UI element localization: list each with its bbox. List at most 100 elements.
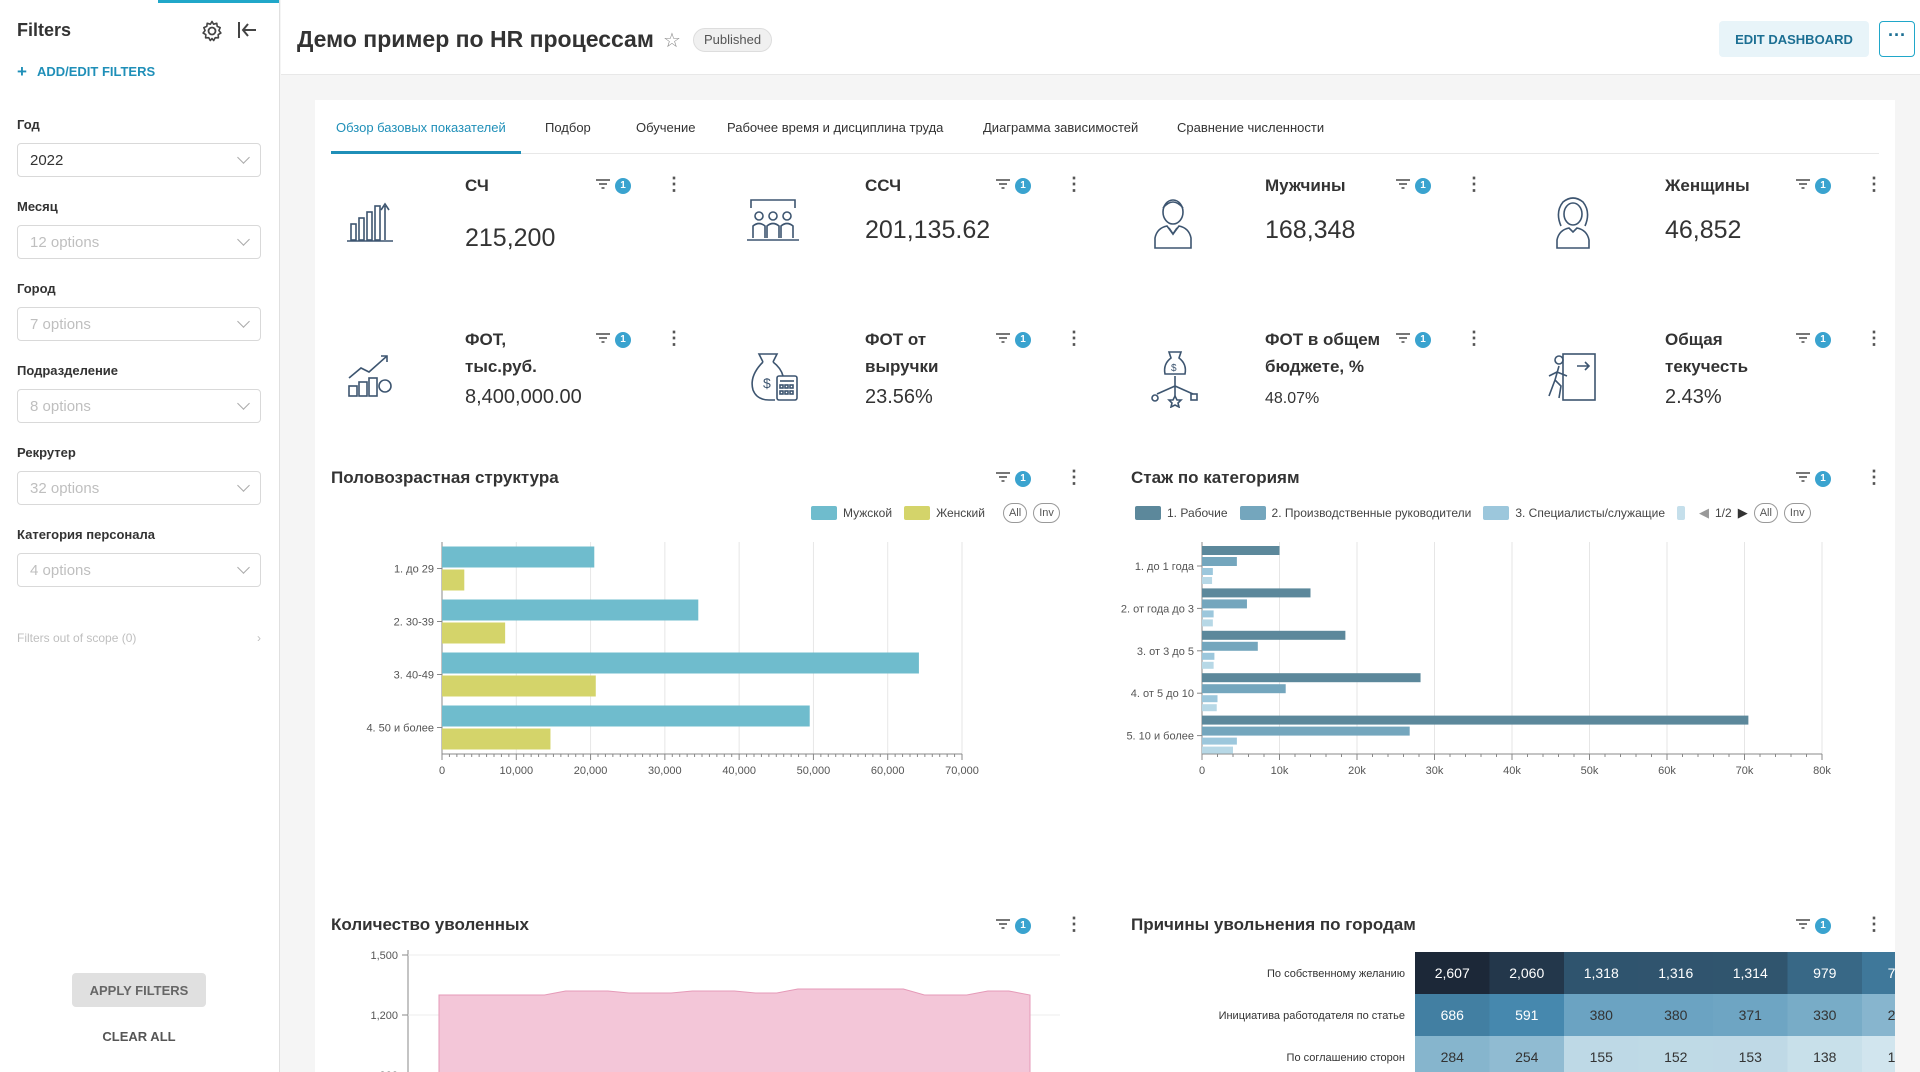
legend-item-workers[interactable]: 1. Рабочие	[1135, 506, 1228, 520]
dismissed-chart-menu-icon[interactable]: ⋮	[1065, 914, 1083, 934]
clear-all-button[interactable]: CLEAR ALL	[72, 1024, 206, 1048]
dashboard-header: Демо пример по HR процессам ☆ Published …	[281, 0, 1920, 75]
bar-2	[1202, 684, 1286, 694]
legend-item-specialists[interactable]: 3. Специалисты/служащие	[1483, 506, 1665, 520]
kpi-filter-indicator[interactable]: 1	[1795, 329, 1843, 351]
bar-3	[1202, 695, 1218, 703]
kpi-card-avg-headcount: ССЧ 201,135.62	[731, 172, 1131, 322]
legend-prev-icon[interactable]: ◀	[1699, 505, 1709, 520]
heatmap-cell-label: 371	[1739, 1007, 1763, 1023]
svg-text:$: $	[1171, 363, 1177, 374]
reasons-chart-menu-icon[interactable]: ⋮	[1865, 914, 1883, 934]
kpi-menu-icon[interactable]: ⋮	[1065, 174, 1083, 194]
legend-all-button[interactable]: All	[1753, 503, 1778, 523]
add-edit-filters-button[interactable]: + ADD/EDIT FILTERS	[17, 63, 155, 80]
dismissed-chart-filter-indicator[interactable]: 1	[995, 915, 1043, 937]
kpi-menu-icon[interactable]: ⋮	[1065, 328, 1083, 348]
filter-select-year[interactable]: 2022	[17, 143, 261, 177]
x-tick-label: 60,000	[871, 765, 905, 777]
kpi-menu-icon[interactable]: ⋮	[1465, 174, 1483, 194]
bar-1	[1202, 715, 1749, 725]
heatmap-cell	[1564, 952, 1639, 994]
x-tick-label: 20,000	[574, 765, 608, 777]
kpi-filter-indicator[interactable]: 1	[595, 175, 643, 197]
kpi-menu-icon[interactable]: ⋮	[1865, 174, 1883, 194]
filter-icon	[995, 177, 1011, 196]
age-chart-filter-indicator[interactable]: 1	[995, 468, 1043, 490]
star-icon[interactable]: ☆	[663, 30, 681, 52]
legend-invert-button[interactable]: Inv	[1033, 503, 1060, 523]
y-tick-label: 1. до 1 года	[1135, 561, 1195, 573]
heatmap-cell	[1787, 1036, 1862, 1072]
more-options-button[interactable]: ···	[1879, 21, 1915, 57]
tab-overview[interactable]: Обзор базовых показателей	[336, 120, 506, 135]
edit-dashboard-button[interactable]: EDIT DASHBOARD	[1719, 21, 1869, 57]
tab-dependency-diagram[interactable]: Диаграмма зависимостей	[983, 120, 1139, 135]
filter-count-badge: 1	[1015, 918, 1031, 934]
kpi-menu-icon[interactable]: ⋮	[665, 174, 683, 194]
kpi-filter-indicator[interactable]: 1	[595, 329, 643, 351]
kpi-menu-icon[interactable]: ⋮	[665, 328, 683, 348]
x-tick-label: 60k	[1658, 765, 1676, 777]
tab-recruitment[interactable]: Подбор	[545, 120, 591, 135]
heatmap-cell-label: 281	[1888, 1007, 1895, 1023]
legend-next-icon[interactable]: ▶	[1737, 505, 1748, 520]
tenure-chart-menu-icon[interactable]: ⋮	[1865, 467, 1883, 487]
y-tick-label: 3. от 3 до 5	[1137, 646, 1194, 658]
legend-item-managers[interactable]: 2. Производственные руководители	[1239, 506, 1472, 520]
collapse-sidebar-icon[interactable]	[236, 19, 258, 46]
filter-label-month: Месяц	[17, 199, 58, 214]
heatmap-cell-label: 155	[1590, 1049, 1614, 1065]
kpi-menu-icon[interactable]: ⋮	[1865, 328, 1883, 348]
chevron-right-icon: ›	[257, 631, 261, 645]
legend-invert-button[interactable]: Inv	[1783, 503, 1811, 523]
tab-bar: Обзор базовых показателей Подбор Обучени…	[331, 100, 1879, 154]
heatmap-cell-label: 2,607	[1435, 965, 1470, 981]
tab-training[interactable]: Обучение	[636, 120, 696, 135]
kpi-title: ФОТ, тыс.руб.	[465, 330, 537, 376]
reasons-chart-filter-indicator[interactable]: 1	[1795, 915, 1843, 937]
filter-icon	[1395, 177, 1411, 196]
filters-out-of-scope[interactable]: Filters out of scope (0) ›	[17, 631, 261, 645]
filter-label-recruiter: Рекрутер	[17, 445, 76, 460]
tenure-chart-filter-indicator[interactable]: 1	[1795, 468, 1843, 490]
filter-count-badge: 1	[1815, 471, 1831, 487]
x-tick-label: 30,000	[648, 765, 682, 777]
filter-select-recruiter[interactable]: 32 options	[17, 471, 261, 505]
kpi-card-women: Женщины 46,852	[1531, 172, 1920, 322]
tab-headcount-comparison[interactable]: Сравнение численности	[1177, 120, 1325, 135]
filter-select-department[interactable]: 8 options	[17, 389, 261, 423]
area-series	[438, 988, 1031, 1072]
filter-select-city[interactable]: 7 options	[17, 307, 261, 341]
reasons-heatmap: По собственному желанию 2,607 2,060 1,318 1,…	[1219, 952, 1895, 1072]
kpi-menu-icon[interactable]: ⋮	[1465, 328, 1483, 348]
heatmap-cell-label: 138	[1813, 1049, 1837, 1065]
tenure-chart-legend: 1. Рабочие 2. Производственные руководит…	[1135, 503, 1811, 523]
legend-item-female[interactable]: Женский	[904, 506, 985, 520]
legend-label: 2. Производственные руководители	[1271, 506, 1472, 520]
bar-2	[1202, 726, 1410, 736]
kpi-filter-indicator[interactable]: 1	[995, 175, 1043, 197]
heatmap-cell	[1862, 994, 1895, 1036]
kpi-filter-indicator[interactable]: 1	[1395, 175, 1443, 197]
bar-female	[442, 728, 551, 750]
x-tick-label: 40k	[1503, 765, 1521, 777]
gear-icon[interactable]	[200, 19, 224, 48]
apply-filters-button[interactable]: APPLY FILTERS	[72, 973, 206, 1007]
dismissed-chart-title: Количество уволенных	[331, 915, 529, 934]
legend-item-male[interactable]: Мужской	[811, 506, 892, 520]
age-chart-menu-icon[interactable]: ⋮	[1065, 467, 1083, 487]
kpi-title: Мужчины	[1265, 176, 1346, 195]
kpi-filter-indicator[interactable]: 1	[1395, 329, 1443, 351]
legend-all-button[interactable]: All	[1002, 503, 1028, 523]
filter-select-staff-category[interactable]: 4 options	[17, 553, 261, 587]
filter-label-staff-category: Категория персонала	[17, 527, 155, 542]
filter-select-month[interactable]: 12 options	[17, 225, 261, 259]
kpi-filter-indicator[interactable]: 1	[1795, 175, 1843, 197]
kpi-filter-indicator[interactable]: 1	[995, 329, 1043, 351]
tab-worktime[interactable]: Рабочее время и дисциплина труда	[727, 120, 944, 135]
legend-swatch	[904, 506, 931, 520]
filters-sidebar: Filters + ADD/EDIT FILTERS Год 2022 Меся…	[0, 0, 280, 1072]
heatmap-cell	[1862, 952, 1895, 994]
x-tick-label: 40,000	[722, 765, 756, 777]
